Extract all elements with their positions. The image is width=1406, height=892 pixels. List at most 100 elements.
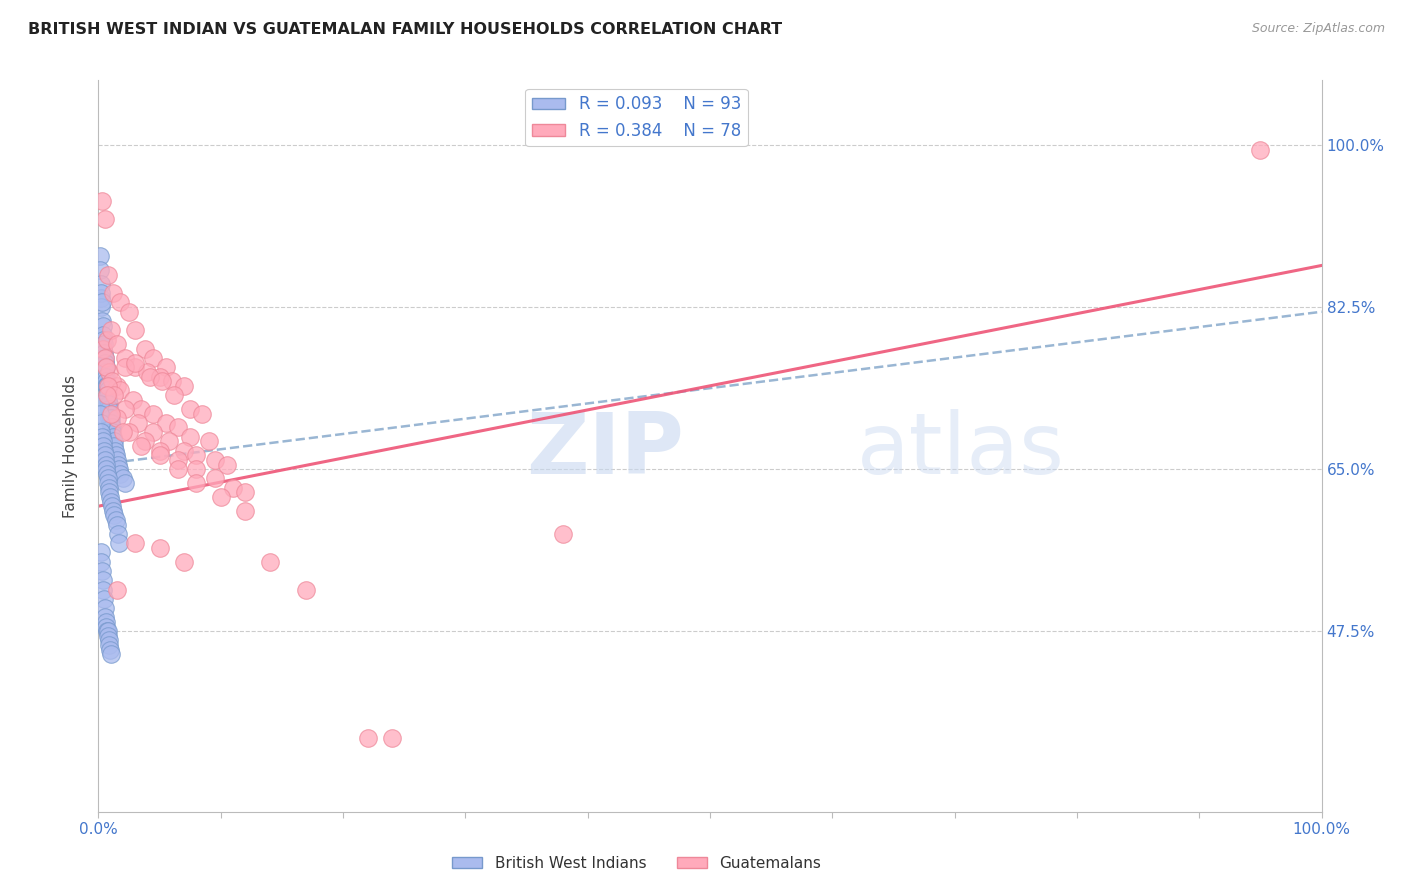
Point <box>94 458 117 472</box>
Point <box>91 564 114 578</box>
Point <box>100 323 122 337</box>
Point <box>101 430 124 444</box>
Point <box>107 458 129 472</box>
Point <box>97 268 120 282</box>
Point <box>96 388 118 402</box>
Point <box>167 420 190 434</box>
Point <box>142 425 165 439</box>
Point <box>101 374 124 388</box>
Point <box>96 462 118 476</box>
Point <box>94 356 117 370</box>
Point <box>93 448 115 462</box>
Point <box>91 194 114 208</box>
Point <box>93 212 115 227</box>
Point <box>108 536 131 550</box>
Point <box>97 397 120 411</box>
Point <box>149 443 172 458</box>
Point <box>98 485 121 500</box>
Point <box>101 286 124 301</box>
Point <box>97 481 120 495</box>
Point <box>100 407 122 421</box>
Point <box>124 536 146 550</box>
Point <box>167 462 190 476</box>
Point <box>89 263 111 277</box>
Point <box>94 610 117 624</box>
Point <box>94 369 117 384</box>
Point <box>114 401 136 416</box>
Point <box>97 401 120 416</box>
Point <box>149 369 172 384</box>
Point <box>91 318 114 333</box>
Point <box>98 365 121 379</box>
Point <box>142 407 165 421</box>
Point <box>93 351 115 365</box>
Point <box>98 407 121 421</box>
Point <box>93 351 115 365</box>
Point <box>179 430 201 444</box>
Point <box>173 555 195 569</box>
Point <box>103 508 125 523</box>
Point <box>104 513 127 527</box>
Point <box>118 425 141 439</box>
Point <box>150 374 173 388</box>
Point <box>108 462 131 476</box>
Point <box>381 731 404 745</box>
Point <box>111 425 134 439</box>
Point <box>93 356 115 370</box>
Point <box>97 624 120 639</box>
Point <box>98 401 121 416</box>
Point <box>157 434 180 449</box>
Point <box>90 300 112 314</box>
Point <box>134 434 156 449</box>
Point <box>96 379 118 393</box>
Point <box>97 397 120 411</box>
Point <box>96 379 118 393</box>
Point <box>94 360 117 375</box>
Point <box>97 471 120 485</box>
Point <box>97 379 120 393</box>
Point <box>91 314 114 328</box>
Point <box>110 295 132 310</box>
Point <box>94 365 117 379</box>
Point <box>101 504 124 518</box>
Point <box>100 416 122 430</box>
Point <box>93 443 115 458</box>
Point <box>136 365 159 379</box>
Point <box>1250 143 1272 157</box>
Point <box>90 416 112 430</box>
Point <box>91 574 114 588</box>
Point <box>114 476 136 491</box>
Point <box>91 327 114 342</box>
Point <box>89 407 111 421</box>
Point <box>89 249 111 263</box>
Point <box>118 304 141 318</box>
Point <box>149 448 172 462</box>
Point <box>100 494 122 508</box>
Point <box>96 467 118 481</box>
Point <box>91 430 114 444</box>
Point <box>222 481 245 495</box>
Point <box>173 379 195 393</box>
Point <box>204 453 226 467</box>
Point <box>91 439 114 453</box>
Point <box>91 295 114 310</box>
Point <box>97 388 120 402</box>
Point <box>110 467 132 481</box>
Point <box>114 360 136 375</box>
Point <box>155 360 177 375</box>
Point <box>167 453 190 467</box>
Point <box>93 601 115 615</box>
Point <box>91 342 114 356</box>
Point <box>101 499 124 513</box>
Point <box>105 379 128 393</box>
Point <box>103 388 125 402</box>
Point <box>105 411 128 425</box>
Text: BRITISH WEST INDIAN VS GUATEMALAN FAMILY HOUSEHOLDS CORRELATION CHART: BRITISH WEST INDIAN VS GUATEMALAN FAMILY… <box>28 22 782 37</box>
Point <box>149 541 172 555</box>
Point <box>97 629 120 643</box>
Point <box>94 453 117 467</box>
Point <box>90 286 112 301</box>
Point <box>93 346 115 360</box>
Point <box>114 351 136 365</box>
Point <box>90 291 112 305</box>
